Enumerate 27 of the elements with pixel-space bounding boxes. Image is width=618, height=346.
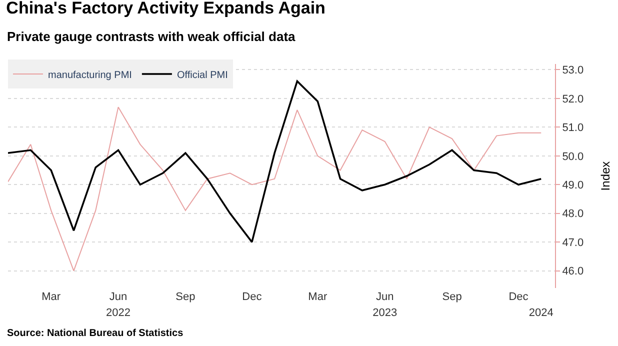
y-tick-label: 52.0 bbox=[562, 93, 587, 106]
x-tick-label: Mar bbox=[308, 291, 328, 303]
y-tick-label: 48.0 bbox=[562, 208, 587, 220]
x-tick-label: Dec bbox=[508, 291, 529, 303]
y-tick-label: 46.0 bbox=[562, 266, 587, 278]
y-tick-label: 50.0 bbox=[562, 150, 587, 163]
x-tick-label: Jun bbox=[109, 291, 128, 303]
y-tick-label: 53.0 bbox=[562, 64, 587, 77]
legend-label: Official PMI bbox=[176, 70, 228, 81]
x-tick-label: Jun bbox=[376, 291, 394, 303]
x2-tick-label: 2023 bbox=[372, 307, 398, 319]
x-tick-label: Sep bbox=[176, 291, 196, 303]
x-tick-label: Dec bbox=[242, 291, 262, 303]
x2-tick-label: 2024 bbox=[528, 307, 554, 319]
y-axis-title: Index bbox=[598, 161, 613, 191]
chart-subtitle: Private gauge contrasts with weak official data bbox=[7, 29, 296, 44]
line-series bbox=[8, 80, 542, 243]
x2-tick-label: 2022 bbox=[106, 307, 131, 319]
line-series bbox=[8, 106, 542, 272]
source-note: Source: National Bureau of Statistics bbox=[7, 328, 184, 339]
y-tick-label: 49.0 bbox=[562, 179, 587, 192]
x-tick-label: Sep bbox=[442, 291, 462, 303]
legend-label: manufacturing PMI bbox=[48, 70, 132, 81]
chart-title: China's Factory Activity Expands Again bbox=[6, 0, 326, 18]
y-tick-label: 51.0 bbox=[562, 122, 587, 134]
x-tick-label: Mar bbox=[42, 291, 61, 303]
y-tick-label: 47.0 bbox=[562, 236, 587, 249]
